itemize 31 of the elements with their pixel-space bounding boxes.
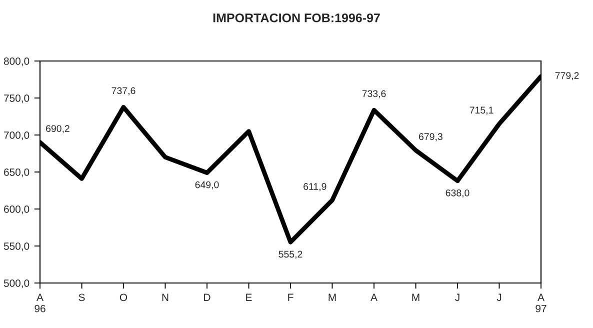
x-tick-label: E bbox=[246, 294, 252, 301]
x-tick-label: O bbox=[120, 294, 128, 302]
data-label: 638,0 bbox=[446, 189, 470, 198]
data-label: 555,2 bbox=[278, 250, 302, 259]
y-tick-label: 700,0 bbox=[4, 132, 30, 140]
data-label: 611,9 bbox=[304, 183, 326, 192]
data-label: 679,3 bbox=[419, 133, 442, 142]
y-tick-label: 750,0 bbox=[4, 94, 30, 104]
x-tick-label: D bbox=[204, 294, 210, 301]
x-tick-label: A bbox=[370, 294, 378, 301]
x-tick-label: F bbox=[288, 294, 294, 301]
x-tick-label: J bbox=[455, 294, 460, 302]
x-tick-label: M bbox=[412, 294, 420, 301]
x-tick-label: N bbox=[162, 294, 168, 301]
data-label: 715,1 bbox=[470, 106, 494, 115]
y-tick-label: 600,0 bbox=[4, 206, 30, 214]
chart-title: IMPORTACION FOB:1996-97 bbox=[213, 13, 380, 22]
y-tick-label: 500,0 bbox=[4, 280, 30, 288]
data-label: 733,6 bbox=[362, 90, 386, 98]
data-label: 779,2 bbox=[555, 72, 579, 80]
y-tick-label: 550,0 bbox=[4, 242, 30, 252]
y-tick-label: 800,0 bbox=[4, 58, 30, 66]
data-label: 690,2 bbox=[46, 125, 70, 134]
x-tick-label: S bbox=[78, 294, 85, 302]
x-tick-label: M bbox=[328, 294, 336, 301]
x-tick-label: A 97 bbox=[536, 294, 546, 312]
y-tick-label: 650,0 bbox=[4, 168, 30, 178]
data-label: 649,0 bbox=[195, 181, 219, 190]
x-tick-label: A 96 bbox=[34, 294, 46, 312]
x-tick-label: J bbox=[496, 294, 502, 302]
data-label: 737,6 bbox=[112, 87, 136, 96]
